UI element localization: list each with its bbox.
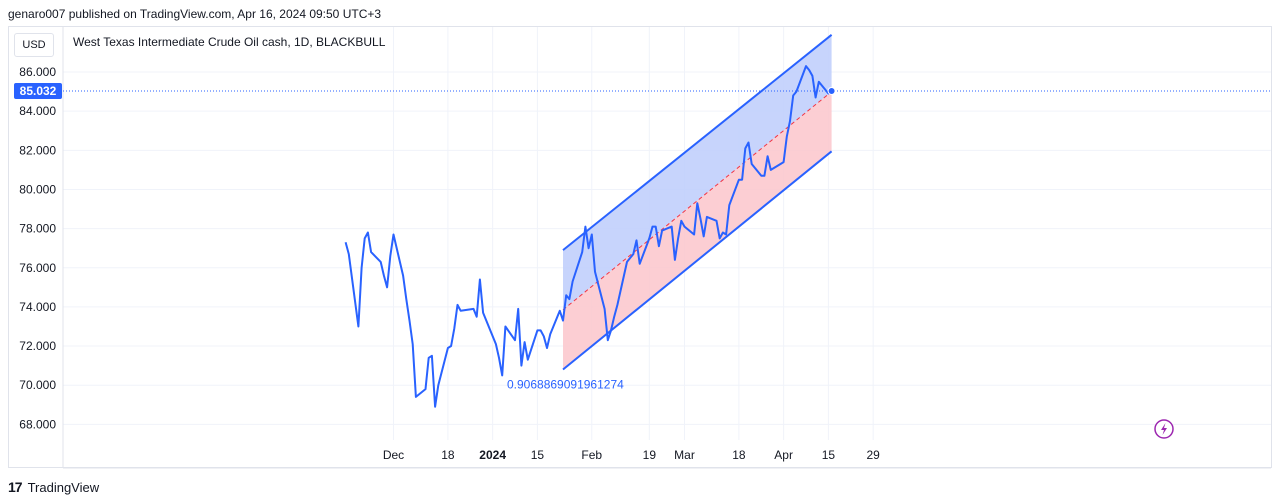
x-tick-label: 18 bbox=[732, 448, 746, 462]
channel-midline bbox=[562, 91, 832, 311]
grid-lines bbox=[62, 27, 1271, 469]
price-line bbox=[344, 65, 833, 408]
currency-button[interactable]: USD bbox=[14, 33, 54, 57]
y-tick-label: 76.000 bbox=[19, 261, 56, 275]
y-tick-label: 84.000 bbox=[19, 104, 56, 118]
x-axis[interactable]: Dec 18 2024 15 Feb 19 Mar 18 Apr 15 29 bbox=[383, 448, 880, 462]
x-tick-label: 15 bbox=[531, 448, 545, 462]
y-tick-label: 86.000 bbox=[19, 65, 56, 79]
y-axis[interactable]: 68.000 70.000 72.000 74.000 76.000 78.000 80.0… bbox=[19, 65, 56, 431]
y-tick-label: 80.000 bbox=[19, 182, 56, 196]
x-tick-label: Apr bbox=[774, 448, 793, 462]
channel-upper-line bbox=[562, 34, 833, 251]
publisher-caption: genaro007 published on TradingView.com, … bbox=[8, 7, 382, 21]
x-tick-label: 29 bbox=[866, 448, 880, 462]
y-tick-label: 70.000 bbox=[19, 378, 56, 392]
channel-deviation-label: 0.9068869091961274 bbox=[507, 378, 624, 392]
x-tick-label: 18 bbox=[441, 448, 455, 462]
channel-lower-fill bbox=[563, 91, 832, 370]
x-tick-label: 2024 bbox=[479, 448, 506, 462]
flash-bolt-icon bbox=[1161, 423, 1167, 435]
channel-upper-fill bbox=[563, 34, 832, 310]
symbol-title: West Texas Intermediate Crude Oil cash, … bbox=[73, 35, 386, 49]
y-tick-label: 68.000 bbox=[19, 417, 56, 431]
footer: 17 TradingView bbox=[8, 479, 99, 495]
x-tick-label: Mar bbox=[674, 448, 695, 462]
x-tick-label: Feb bbox=[581, 448, 602, 462]
y-tick-label: 72.000 bbox=[19, 339, 56, 353]
x-tick-label: 15 bbox=[822, 448, 836, 462]
footer-brand[interactable]: TradingView bbox=[27, 479, 100, 495]
chart-overlay: 85.032 bbox=[14, 82, 1271, 439]
x-tick-label: 19 bbox=[643, 448, 657, 462]
tradingview-logo-icon[interactable]: 17 bbox=[8, 479, 23, 495]
y-tick-label: 78.000 bbox=[19, 222, 56, 236]
last-price-dot bbox=[827, 86, 836, 95]
regression-channel[interactable]: 0.9068869091961274 bbox=[507, 34, 833, 392]
y-tick-label: 74.000 bbox=[19, 300, 56, 314]
x-tick-label: Dec bbox=[383, 448, 404, 462]
price-series bbox=[344, 65, 833, 408]
y-tick-label: 82.000 bbox=[19, 143, 56, 157]
last-price-badge bbox=[14, 82, 62, 99]
last-price-label: 85.032 bbox=[20, 84, 57, 98]
